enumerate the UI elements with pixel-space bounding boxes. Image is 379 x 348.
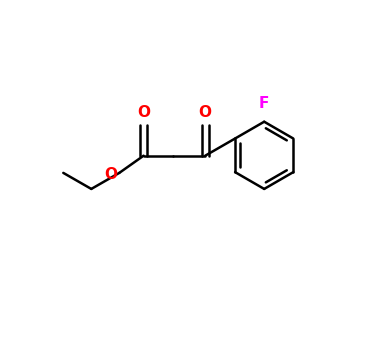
Text: O: O	[105, 167, 117, 182]
Text: F: F	[259, 96, 269, 111]
Text: O: O	[137, 105, 150, 120]
Text: O: O	[199, 105, 212, 120]
